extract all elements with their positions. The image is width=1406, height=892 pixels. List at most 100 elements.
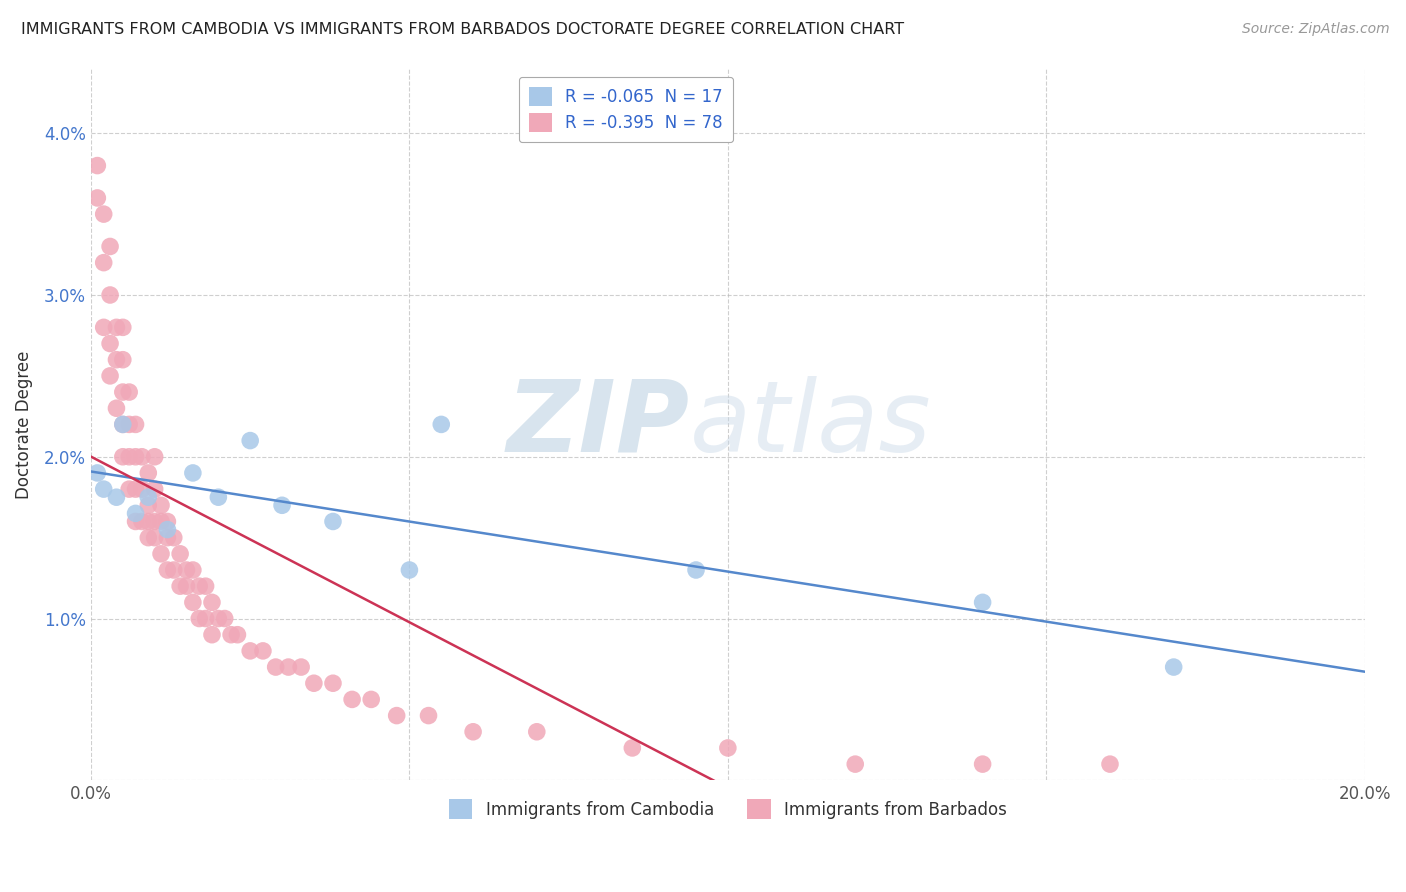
Point <box>430 417 453 432</box>
Point <box>150 515 173 529</box>
Point <box>277 660 299 674</box>
Point <box>150 498 173 512</box>
Point <box>156 523 179 537</box>
Point <box>621 741 644 756</box>
Point <box>207 611 229 625</box>
Point <box>717 741 740 756</box>
Point <box>169 547 191 561</box>
Point <box>124 507 146 521</box>
Legend: Immigrants from Cambodia, Immigrants from Barbados: Immigrants from Cambodia, Immigrants fro… <box>443 793 1014 825</box>
Point <box>118 417 141 432</box>
Point <box>1098 757 1121 772</box>
Point <box>176 579 198 593</box>
Point <box>98 288 121 302</box>
Point <box>118 385 141 400</box>
Point <box>398 563 420 577</box>
Point <box>252 644 274 658</box>
Point <box>972 595 994 609</box>
Point <box>98 336 121 351</box>
Point <box>239 434 262 448</box>
Text: Source: ZipAtlas.com: Source: ZipAtlas.com <box>1241 22 1389 37</box>
Point <box>264 660 287 674</box>
Point <box>124 417 146 432</box>
Point <box>105 490 128 504</box>
Point <box>124 450 146 464</box>
Point <box>360 692 382 706</box>
Point <box>163 531 186 545</box>
Point <box>163 563 186 577</box>
Point <box>86 159 108 173</box>
Point <box>136 466 159 480</box>
Point <box>131 450 153 464</box>
Point <box>340 692 363 706</box>
Point <box>188 611 211 625</box>
Point <box>302 676 325 690</box>
Point <box>136 490 159 504</box>
Text: atlas: atlas <box>690 376 931 473</box>
Point <box>290 660 312 674</box>
Point <box>201 628 224 642</box>
Point <box>136 498 159 512</box>
Point <box>136 531 159 545</box>
Point <box>201 595 224 609</box>
Point <box>181 466 204 480</box>
Point <box>150 547 173 561</box>
Point <box>271 498 294 512</box>
Point <box>685 563 707 577</box>
Point <box>105 320 128 334</box>
Point <box>214 611 236 625</box>
Point <box>131 482 153 496</box>
Point <box>111 417 134 432</box>
Point <box>93 207 115 221</box>
Point <box>1163 660 1185 674</box>
Y-axis label: Doctorate Degree: Doctorate Degree <box>15 351 32 499</box>
Point <box>143 450 166 464</box>
Point <box>105 352 128 367</box>
Point <box>111 417 134 432</box>
Point <box>156 563 179 577</box>
Point <box>188 579 211 593</box>
Point <box>111 450 134 464</box>
Point <box>418 708 440 723</box>
Point <box>322 676 344 690</box>
Point <box>194 579 217 593</box>
Point <box>136 515 159 529</box>
Point <box>219 628 242 642</box>
Point <box>526 724 548 739</box>
Point <box>111 320 134 334</box>
Point <box>124 515 146 529</box>
Point <box>207 490 229 504</box>
Point <box>98 368 121 383</box>
Point <box>844 757 866 772</box>
Text: IMMIGRANTS FROM CAMBODIA VS IMMIGRANTS FROM BARBADOS DOCTORATE DEGREE CORRELATIO: IMMIGRANTS FROM CAMBODIA VS IMMIGRANTS F… <box>21 22 904 37</box>
Text: ZIP: ZIP <box>506 376 690 473</box>
Point <box>972 757 994 772</box>
Point <box>93 255 115 269</box>
Point <box>461 724 484 739</box>
Point <box>98 239 121 253</box>
Point <box>93 320 115 334</box>
Point <box>322 515 344 529</box>
Point <box>143 531 166 545</box>
Point <box>86 191 108 205</box>
Point <box>156 515 179 529</box>
Point <box>131 515 153 529</box>
Point <box>124 482 146 496</box>
Point <box>86 466 108 480</box>
Point <box>226 628 249 642</box>
Point <box>105 401 128 416</box>
Point <box>239 644 262 658</box>
Point <box>93 482 115 496</box>
Point <box>194 611 217 625</box>
Point <box>156 531 179 545</box>
Point <box>143 515 166 529</box>
Point <box>169 579 191 593</box>
Point <box>143 482 166 496</box>
Point <box>111 385 134 400</box>
Point <box>118 450 141 464</box>
Point <box>118 482 141 496</box>
Point <box>176 563 198 577</box>
Point <box>181 595 204 609</box>
Point <box>111 352 134 367</box>
Point <box>181 563 204 577</box>
